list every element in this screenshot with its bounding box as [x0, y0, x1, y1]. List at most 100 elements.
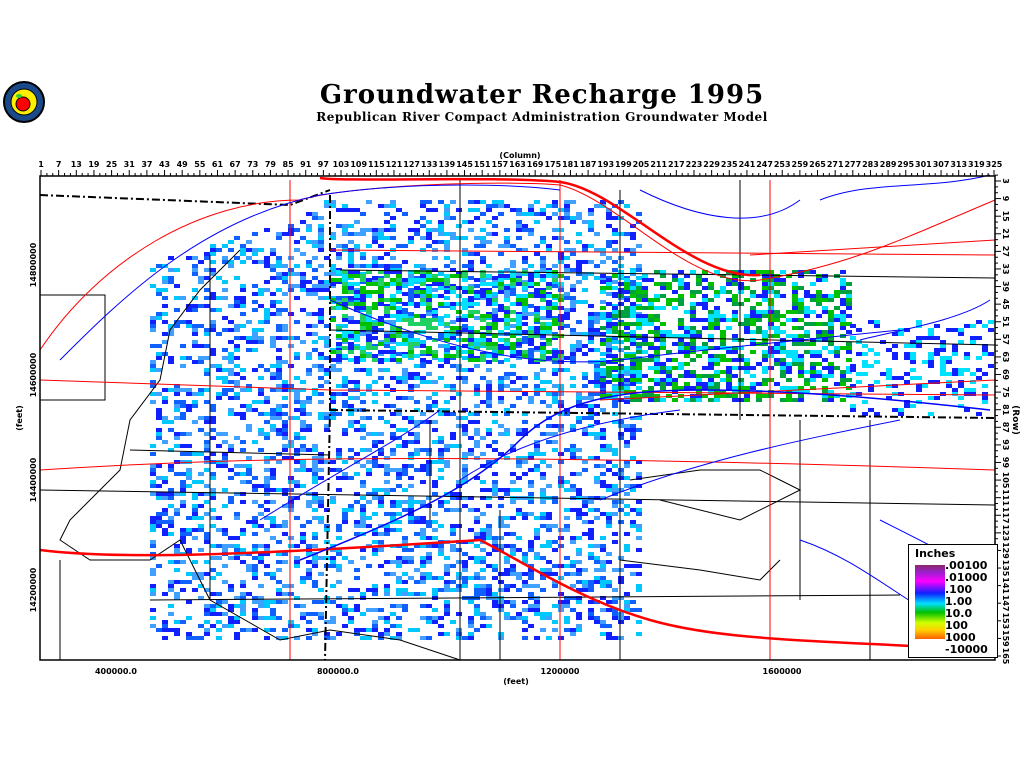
recharge-cell: [486, 368, 492, 372]
recharge-cell: [624, 278, 630, 282]
recharge-cell: [702, 394, 708, 398]
recharge-cell: [546, 286, 552, 290]
recharge-cell: [210, 416, 216, 420]
recharge-cell: [504, 456, 510, 460]
recharge-cell: [892, 356, 898, 360]
recharge-cell: [222, 296, 228, 300]
recharge-cell: [186, 632, 192, 636]
recharge-cell: [564, 256, 570, 260]
recharge-cell: [228, 356, 234, 360]
recharge-cell: [702, 278, 708, 282]
recharge-cell: [510, 604, 516, 608]
recharge-cell: [654, 358, 660, 362]
recharge-cell: [618, 472, 624, 476]
recharge-cell: [756, 270, 762, 274]
recharge-cell: [366, 318, 372, 322]
recharge-cell: [348, 504, 354, 508]
recharge-cell: [390, 264, 396, 268]
recharge-cell: [750, 342, 756, 346]
recharge-cell: [378, 236, 384, 240]
recharge-cell: [384, 204, 390, 208]
recharge-cell: [486, 488, 492, 492]
row-tick-label: 21: [1001, 228, 1010, 240]
recharge-cell: [390, 282, 396, 286]
recharge-cell: [348, 290, 354, 294]
recharge-cell: [390, 326, 396, 330]
recharge-cell: [606, 354, 612, 358]
recharge-cell: [342, 380, 348, 384]
recharge-cell: [810, 362, 816, 366]
recharge-cell: [558, 424, 564, 428]
recharge-cell: [366, 278, 372, 282]
recharge-cell: [312, 364, 318, 368]
recharge-cell: [642, 374, 648, 378]
row-tick-label: 3: [1001, 178, 1010, 184]
recharge-cell: [348, 296, 354, 300]
recharge-cell: [216, 592, 222, 596]
recharge-cell: [156, 492, 162, 496]
recharge-cell: [552, 212, 558, 216]
recharge-cell: [282, 628, 288, 632]
recharge-cell: [354, 472, 360, 476]
recharge-cell: [522, 428, 528, 432]
recharge-cell: [612, 268, 618, 272]
recharge-cell: [360, 480, 366, 484]
recharge-cell: [480, 212, 486, 216]
recharge-cell: [540, 330, 546, 334]
recharge-cell: [594, 264, 600, 268]
recharge-cell: [780, 370, 786, 374]
recharge-cell: [636, 512, 642, 516]
recharge-cell: [366, 322, 372, 326]
recharge-cell: [792, 282, 798, 286]
recharge-cell: [504, 322, 510, 326]
recharge-cell: [204, 256, 210, 260]
recharge-cell: [528, 338, 534, 342]
recharge-cell: [366, 200, 372, 204]
recharge-cell: [336, 524, 342, 528]
legend-title: Inches: [915, 547, 956, 560]
recharge-cell: [384, 420, 390, 424]
recharge-cell: [558, 400, 564, 404]
recharge-cell: [354, 244, 360, 248]
recharge-cell: [396, 564, 402, 568]
recharge-cell: [630, 362, 636, 366]
recharge-cell: [916, 320, 922, 324]
recharge-cell: [630, 484, 636, 488]
recharge-cell: [588, 552, 594, 556]
recharge-cell: [372, 306, 378, 310]
column-tick-label: 181: [562, 160, 579, 169]
row-tick-label: 117: [1001, 507, 1010, 524]
recharge-cell: [456, 560, 462, 564]
recharge-cell: [276, 524, 282, 528]
recharge-cell: [396, 380, 402, 384]
recharge-cell: [570, 508, 576, 512]
recharge-cell: [396, 396, 402, 400]
recharge-cell: [210, 488, 216, 492]
recharge-cell: [768, 290, 774, 294]
recharge-cell: [792, 286, 798, 290]
recharge-cell: [798, 394, 804, 398]
recharge-cell: [630, 370, 636, 374]
recharge-cell: [624, 616, 630, 620]
recharge-cell: [180, 320, 186, 324]
recharge-cell: [756, 302, 762, 306]
recharge-cell: [798, 374, 804, 378]
recharge-cell: [402, 244, 408, 248]
recharge-cell: [970, 388, 976, 392]
recharge-cell: [916, 344, 922, 348]
recharge-cell: [378, 232, 384, 236]
recharge-cell: [588, 392, 594, 396]
recharge-cell: [204, 356, 210, 360]
recharge-cell: [192, 304, 198, 308]
recharge-cell: [156, 516, 162, 520]
recharge-cell: [480, 326, 486, 330]
column-tick-label: 79: [265, 160, 277, 169]
recharge-cell: [378, 302, 384, 306]
recharge-cell: [666, 394, 672, 398]
recharge-cell: [570, 200, 576, 204]
recharge-cell: [318, 248, 324, 252]
recharge-cell: [390, 354, 396, 358]
recharge-cell: [618, 200, 624, 204]
recharge-cell: [828, 334, 834, 338]
recharge-cell: [474, 208, 480, 212]
